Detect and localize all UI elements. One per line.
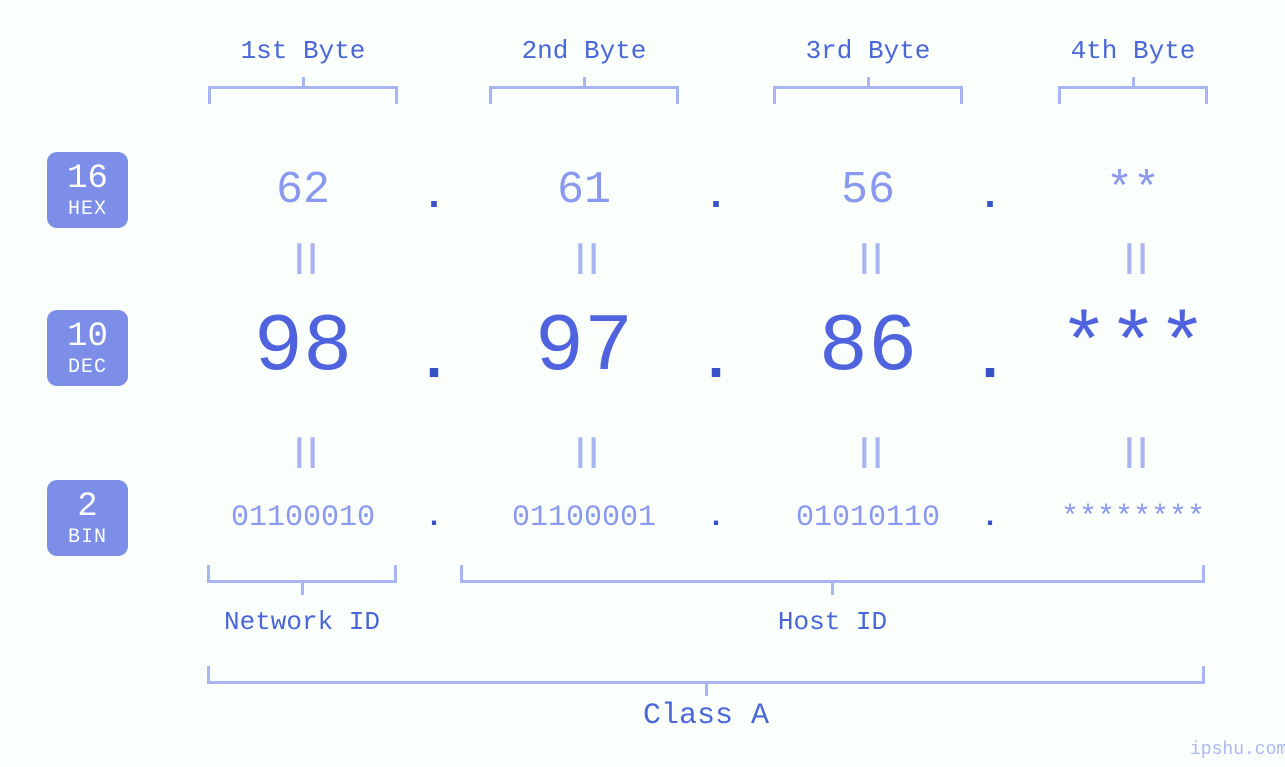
hex-byte-3: 56 <box>758 168 978 213</box>
network-id-label: Network ID <box>152 607 452 633</box>
badge-num: 10 <box>47 310 128 354</box>
bin-byte-3: 01010110 <box>738 503 998 533</box>
byte-header-2: 2nd Byte <box>484 36 684 62</box>
hex-dot-3: . <box>970 178 1010 218</box>
equals-r1-1: || <box>278 240 328 272</box>
equals-r2-3: || <box>843 434 893 466</box>
base-badge-bin: 2BIN <box>47 480 128 556</box>
dec-dot-1: . <box>414 332 454 392</box>
base-badge-dec: 10DEC <box>47 310 128 386</box>
equals-r2-1: || <box>278 434 328 466</box>
badge-label: HEX <box>47 196 128 220</box>
bin-dot-3: . <box>970 503 1010 533</box>
dec-byte-4: *** <box>1023 307 1243 389</box>
dec-byte-3: 86 <box>758 307 978 389</box>
badge-label: DEC <box>47 354 128 378</box>
dec-byte-2: 97 <box>474 307 694 389</box>
hex-dot-2: . <box>696 178 736 218</box>
top-bracket-2 <box>489 86 679 104</box>
equals-r1-4: || <box>1108 240 1158 272</box>
class-bracket <box>207 666 1205 684</box>
bin-byte-2: 01100001 <box>454 503 714 533</box>
bin-dot-1: . <box>414 503 454 533</box>
byte-header-1: 1st Byte <box>203 36 403 62</box>
dec-byte-1: 98 <box>193 307 413 389</box>
equals-r2-4: || <box>1108 434 1158 466</box>
bin-byte-4: ******** <box>1003 503 1263 533</box>
badge-num: 16 <box>47 152 128 196</box>
hex-byte-4: ** <box>1023 168 1243 213</box>
equals-r1-3: || <box>843 240 893 272</box>
top-bracket-1 <box>208 86 398 104</box>
badge-label: BIN <box>47 524 128 548</box>
top-bracket-4 <box>1058 86 1208 104</box>
hex-dot-1: . <box>414 178 454 218</box>
equals-r2-2: || <box>559 434 609 466</box>
equals-r1-2: || <box>559 240 609 272</box>
class-label: Class A <box>556 699 856 729</box>
byte-header-4: 4th Byte <box>1033 36 1233 62</box>
dec-dot-3: . <box>970 332 1010 392</box>
bin-byte-1: 01100010 <box>173 503 433 533</box>
badge-num: 2 <box>47 480 128 524</box>
byte-header-3: 3rd Byte <box>768 36 968 62</box>
host-bracket <box>460 565 1205 583</box>
host-id-label: Host ID <box>683 607 983 633</box>
network-bracket <box>207 565 397 583</box>
dec-dot-2: . <box>696 332 736 392</box>
hex-byte-1: 62 <box>193 168 413 213</box>
credit-text: ipshu.com <box>1190 740 1285 760</box>
bin-dot-2: . <box>696 503 736 533</box>
hex-byte-2: 61 <box>474 168 694 213</box>
base-badge-hex: 16HEX <box>47 152 128 228</box>
top-bracket-3 <box>773 86 963 104</box>
